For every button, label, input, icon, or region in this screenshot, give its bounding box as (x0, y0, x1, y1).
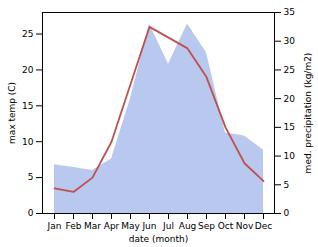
svg-text:25: 25 (284, 65, 295, 75)
svg-text:10: 10 (284, 151, 296, 161)
svg-text:Oct: Oct (218, 221, 234, 231)
svg-text:Jul: Jul (162, 221, 174, 231)
svg-text:max temp (C): max temp (C) (7, 82, 17, 144)
svg-text:Sep: Sep (198, 221, 215, 231)
svg-text:May: May (121, 221, 140, 231)
svg-text:Nov: Nov (236, 221, 254, 231)
svg-text:30: 30 (284, 36, 296, 46)
svg-text:0: 0 (284, 208, 290, 218)
svg-text:20: 20 (284, 94, 296, 104)
svg-text:med. precipitation (kg/m2): med. precipitation (kg/m2) (303, 53, 313, 174)
svg-text:5: 5 (28, 172, 34, 182)
svg-text:5: 5 (284, 180, 290, 190)
svg-text:25: 25 (22, 29, 33, 39)
svg-text:10: 10 (22, 137, 34, 147)
svg-text:20: 20 (22, 65, 34, 75)
svg-text:35: 35 (284, 7, 295, 17)
svg-text:15: 15 (22, 101, 33, 111)
svg-text:0: 0 (28, 208, 34, 218)
svg-text:Mar: Mar (84, 221, 101, 231)
svg-text:15: 15 (284, 122, 295, 132)
svg-text:Aug: Aug (179, 221, 197, 231)
svg-text:Apr: Apr (104, 221, 120, 231)
svg-text:Dec: Dec (255, 221, 272, 231)
svg-text:Jun: Jun (141, 221, 156, 231)
svg-text:date (month): date (month) (129, 234, 188, 244)
svg-text:Jan: Jan (47, 221, 62, 231)
svg-text:Feb: Feb (66, 221, 82, 231)
